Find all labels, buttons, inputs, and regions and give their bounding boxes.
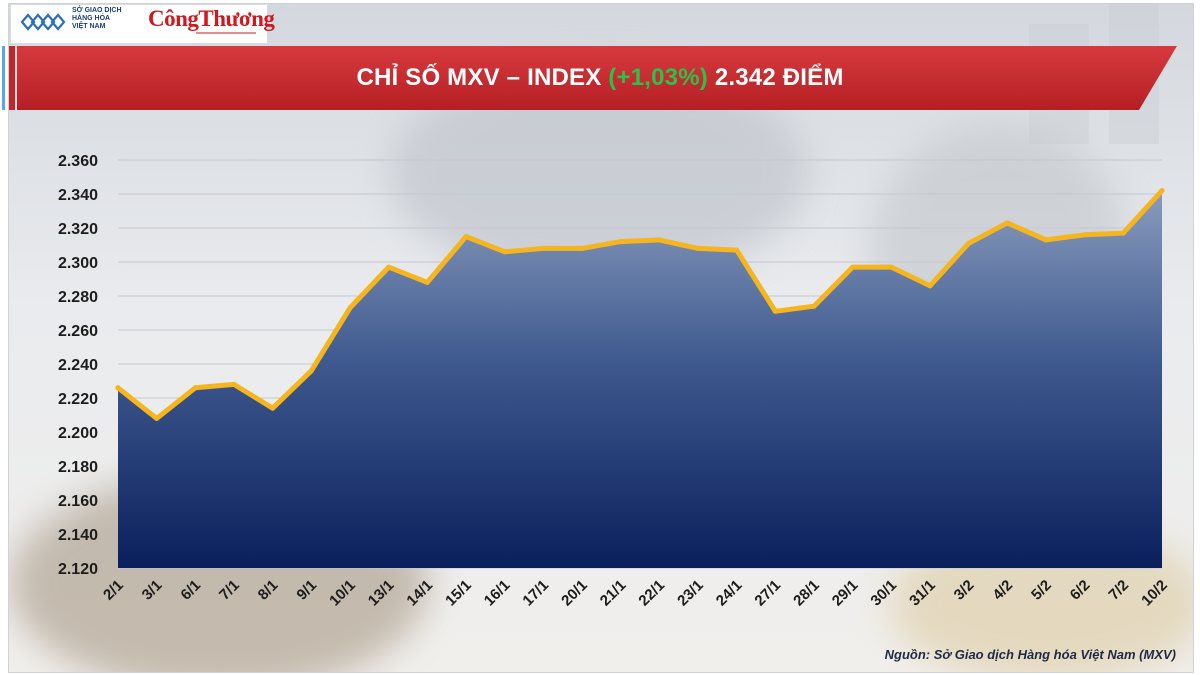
x-tick-label: 14/1: [403, 577, 436, 610]
accent-bar-blue: [2, 46, 5, 110]
data-point: [695, 245, 701, 251]
title-prefix: CHỈ SỐ MXV – INDEX: [356, 64, 609, 91]
y-tick-label: 2.260: [58, 323, 98, 340]
x-tick-label: 24/1: [713, 577, 746, 610]
x-tick-label: 7/1: [216, 577, 243, 604]
index-line: [115, 188, 1165, 421]
y-axis: 2.120 2.140 2.160 2.180 2.200 2.220 2.240 2.260…: [58, 153, 98, 578]
data-point: [927, 283, 933, 289]
data-point: [502, 249, 508, 255]
y-tick-label: 2.300: [58, 255, 98, 272]
accent-bar-red: [9, 46, 15, 110]
data-point: [347, 305, 353, 311]
x-tick-label: 27/1: [751, 577, 784, 610]
data-point: [772, 308, 778, 314]
y-tick-label: 2.240: [58, 357, 98, 374]
x-tick-label: 31/1: [906, 577, 939, 610]
x-tick-label: 10/2: [1138, 577, 1171, 610]
x-tick-label: 28/1: [790, 577, 823, 610]
data-points: [115, 188, 1165, 421]
data-point: [231, 381, 237, 387]
title-change: (+1,03%): [608, 64, 708, 91]
mxv-logo-line: VIỆT NAM: [72, 23, 106, 30]
y-tick-label: 2.280: [58, 289, 98, 306]
x-tick-label: 17/1: [519, 577, 552, 610]
data-point: [1004, 220, 1010, 226]
data-point: [966, 240, 972, 246]
x-tick-label: 29/1: [829, 577, 862, 610]
x-tick-label: 10/1: [326, 577, 359, 610]
data-point: [154, 415, 160, 421]
congthuong-underline: [196, 32, 256, 34]
x-tick-label: 4/2: [989, 577, 1016, 604]
data-point: [1159, 188, 1165, 194]
x-tick-label: 8/1: [255, 577, 282, 604]
data-point: [192, 385, 198, 391]
chart-title: CHỈ SỐ MXV – INDEX (+1,03%) 2.342 ĐIỂM: [0, 46, 1200, 110]
data-point: [850, 264, 856, 270]
data-point: [1082, 232, 1088, 238]
x-tick-label: 16/1: [481, 577, 514, 610]
index-area: [118, 190, 1162, 568]
mxv-logo-text: SỞ GIAO DỊCH HÀNG HÓA VIỆT NAM: [72, 7, 152, 31]
data-point: [888, 264, 894, 270]
data-point: [734, 247, 740, 253]
data-point: [656, 237, 662, 243]
x-tick-label: 15/1: [442, 577, 475, 610]
mxv-logo-icon: [20, 13, 66, 31]
y-tick-label: 2.160: [58, 493, 98, 510]
data-point: [1120, 230, 1126, 236]
x-axis: 2/1 3/1 6/1 7/1 8/1 9/1 10/1 13/1 14/1 15/1 16/1 17…: [100, 577, 1171, 610]
y-tick-label: 2.220: [58, 391, 98, 408]
data-point: [540, 245, 546, 251]
mxv-logo-line: SỞ GIAO DỊCH: [72, 7, 122, 14]
data-point: [115, 385, 121, 391]
x-tick-label: 23/1: [674, 577, 707, 610]
title-banner: [17, 46, 1177, 110]
x-tick-label: 21/1: [597, 577, 630, 610]
congthuong-logo: CôngThương: [148, 6, 275, 31]
data-point: [270, 405, 276, 411]
y-tick-label: 2.200: [58, 425, 98, 442]
y-tick-label: 2.120: [58, 561, 98, 578]
y-tick-label: 2.340: [58, 187, 98, 204]
mxv-logo-line: HÀNG HÓA: [72, 15, 111, 22]
x-tick-label: 7/2: [1105, 577, 1132, 604]
data-point: [463, 234, 469, 239]
y-tick-label: 2.320: [58, 221, 98, 238]
y-tick-label: 2.180: [58, 459, 98, 476]
data-point: [386, 264, 392, 270]
x-tick-label: 3/2: [951, 577, 978, 604]
x-tick-label: 13/1: [365, 577, 398, 610]
data-point: [618, 239, 624, 245]
x-tick-label: 6/1: [177, 577, 204, 604]
x-tick-label: 20/1: [558, 577, 591, 610]
data-point: [811, 303, 817, 309]
data-point: [579, 245, 585, 251]
x-tick-label: 2/1: [100, 577, 127, 604]
x-tick-label: 6/2: [1067, 577, 1094, 604]
x-tick-label: 3/1: [139, 577, 166, 604]
x-tick-label: 30/1: [867, 577, 900, 610]
y-tick-label: 2.360: [58, 153, 98, 170]
x-tick-label: 22/1: [635, 577, 668, 610]
title-suffix: 2.342 ĐIỂM: [707, 64, 844, 91]
data-point: [308, 368, 314, 374]
y-tick-label: 2.140: [58, 527, 98, 544]
source-note: Nguồn: Sở Giao dịch Hàng hóa Việt Nam (M…: [884, 647, 1176, 662]
x-tick-label: 5/2: [1028, 577, 1055, 604]
data-point: [1043, 237, 1049, 243]
x-tick-label: 9/1: [293, 577, 320, 604]
data-point: [424, 279, 430, 285]
